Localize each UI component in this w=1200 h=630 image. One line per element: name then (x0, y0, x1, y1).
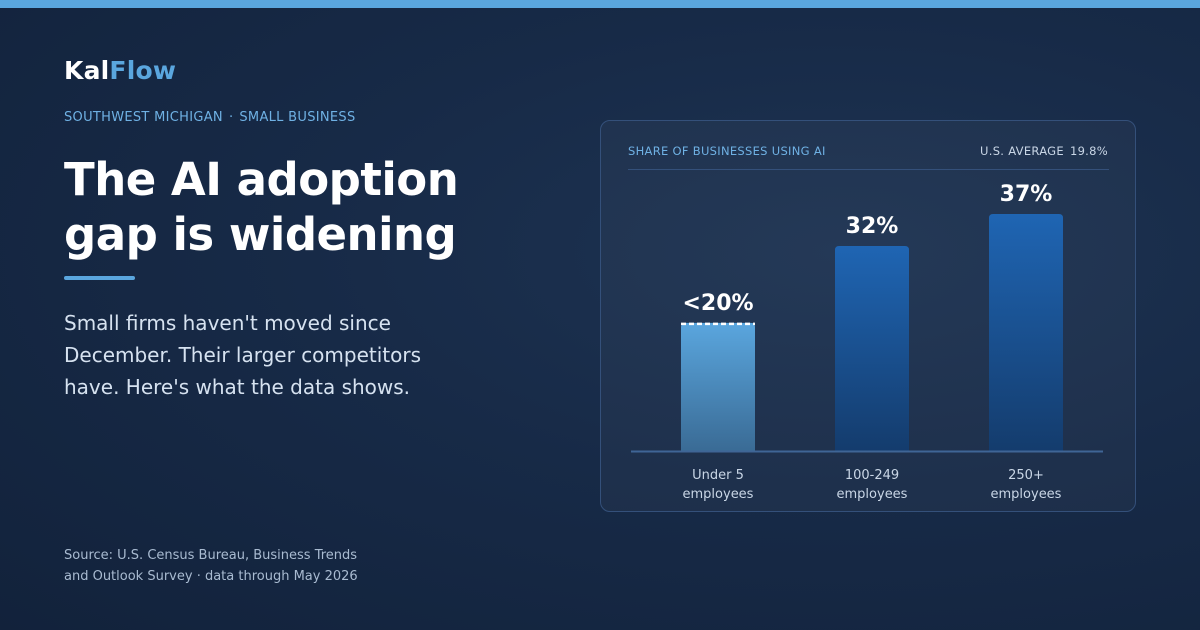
chart-card: SHARE OF BUSINESSES USING AI U.S. AVERAG… (600, 120, 1136, 512)
category-label-3-line1: 250+ (1008, 468, 1044, 483)
source-note: Source: U.S. Census Bureau, Business Tre… (64, 548, 358, 584)
bar-value-label-2: 32% (846, 214, 899, 239)
top-accent-bar (0, 0, 1200, 8)
brand-logo-part2: Flow (109, 56, 177, 85)
headline: The AI adoption gap is widening (64, 153, 459, 261)
eyebrow-separator: · (228, 110, 234, 125)
chart-divider (628, 169, 1109, 170)
bar-chart: <20% Under 5 employees 32% 100-249 employees 3… (631, 182, 1103, 502)
headline-underline (64, 276, 135, 280)
subhead: Small firms haven't moved since December… (64, 311, 422, 399)
eyebrow-segment: SMALL BUSINESS (239, 110, 356, 125)
bar-value-label-1: <20% (682, 291, 753, 316)
bar-2 (835, 246, 909, 451)
us-average: U.S. AVERAGE 19.8% (980, 144, 1108, 158)
us-average-value: 19.8% (1069, 144, 1108, 158)
eyebrow: SOUTHWEST MICHIGAN · SMALL BUSINESS (64, 110, 356, 125)
bar-1 (681, 322, 755, 451)
category-label-1-line1: Under 5 (692, 468, 744, 483)
eyebrow-region: SOUTHWEST MICHIGAN (64, 110, 223, 125)
chart-title: SHARE OF BUSINESSES USING AI (628, 144, 826, 158)
category-label-2-line2: employees (837, 487, 908, 502)
category-label-2-line1: 100-249 (845, 468, 899, 483)
bar-value-label-3: 37% (1000, 182, 1053, 207)
brand-logo-part1: Kal (64, 56, 110, 85)
us-average-label: U.S. AVERAGE (980, 144, 1064, 158)
category-label-1-line2: employees (683, 487, 754, 502)
category-label-3-line2: employees (991, 487, 1062, 502)
bar-3 (989, 214, 1063, 451)
brand-logo: KalFlow (64, 56, 176, 85)
